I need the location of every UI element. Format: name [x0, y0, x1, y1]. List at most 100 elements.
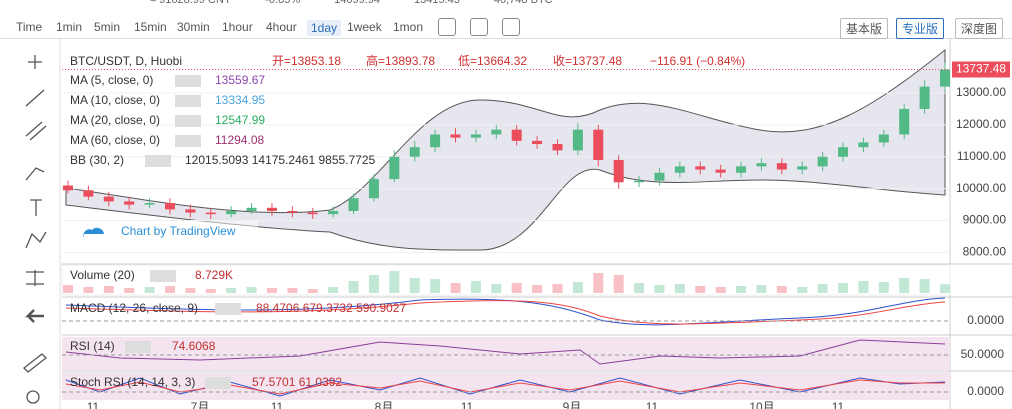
volume-bar [715, 287, 726, 293]
volume-bar [940, 284, 950, 293]
y-tick-label: 10000.00 [956, 181, 1006, 195]
candle-body [654, 172, 665, 181]
candle-body [736, 166, 747, 173]
interval[interactable]: 1week [347, 20, 382, 34]
pane-name: RSI (14) [70, 339, 115, 353]
candle-body [756, 163, 767, 167]
candle-body [776, 163, 787, 170]
candle-body [430, 134, 441, 148]
volume-bar [287, 288, 298, 293]
volume-bar [491, 284, 502, 293]
x-tick-label: 11 [271, 400, 284, 409]
volume-bar [695, 286, 706, 293]
candle-body [552, 144, 563, 151]
indicator-value: 12015.5093 14175.2461 9855.7725 [185, 153, 376, 167]
x-tick-label: 9月 [563, 400, 582, 409]
candle-body [103, 196, 114, 202]
candle-body [858, 142, 869, 148]
drawing-tools[interactable] [23, 55, 47, 404]
indicator-controls [175, 95, 201, 107]
tool-icon[interactable] [438, 18, 456, 36]
toolbar: Time 1min 5min 15min 30min 1hour 4hour 1day 1wee… [0, 16, 1012, 39]
indicator-value: 12547.99 [215, 113, 265, 127]
volume-bar [552, 284, 563, 293]
indicator-value: 11294.08 [215, 133, 264, 147]
symbol-legend: BTC/USDT, D, Huobi [70, 54, 182, 68]
mode-button[interactable]: 深度图 [955, 18, 1004, 39]
volume-bar [756, 285, 767, 293]
volume-bar [266, 288, 277, 293]
volume-bar [613, 275, 624, 293]
x-tick-label: 7月 [191, 400, 210, 409]
x-tick-label: 10月 [749, 400, 774, 409]
interval[interactable]: 1day [307, 20, 342, 36]
pane-name: Volume (20) [70, 268, 135, 282]
interval[interactable]: 1mon [393, 20, 424, 34]
chart: 8000.00 9000.00 10000.00 11000.00 12000.00 13… [23, 38, 1012, 409]
volume-bar [674, 284, 685, 293]
candle-body [226, 210, 237, 215]
candle-body [511, 129, 522, 141]
candle-body [124, 201, 135, 205]
candle-body [532, 140, 543, 145]
indicator-controls [175, 115, 201, 127]
mode-button[interactable]: 基本版 [840, 18, 889, 39]
volume-bar [103, 286, 114, 293]
interval[interactable]: 4hour [266, 20, 297, 34]
mode-button[interactable]: 专业版 [896, 18, 945, 39]
macd-line [65, 297, 946, 326]
volume-bar [858, 281, 869, 293]
interval[interactable]: 30min [177, 20, 210, 34]
ohlc-value: 高=13893.78 [366, 53, 435, 68]
tool-icon[interactable] [502, 18, 520, 36]
candle-body [348, 198, 359, 211]
indicator-name: MA (60, close, 0) [70, 133, 160, 147]
ohlc-value: 收=13737.48 [553, 54, 622, 68]
interval[interactable]: 5min [94, 20, 121, 34]
indicator-controls [175, 135, 201, 147]
volume-bar [817, 284, 828, 293]
interval[interactable]: 1min [56, 20, 83, 34]
x-tick-label: 8月 [375, 400, 394, 409]
y-tick-label: 9000.00 [963, 213, 1007, 227]
x-tick-label: 11 [646, 400, 659, 409]
candle-body [878, 134, 889, 143]
candle-body [63, 185, 73, 191]
indicator-controls [175, 75, 201, 87]
volume-bar [164, 286, 175, 293]
candle-body [368, 179, 379, 199]
indicator-controls [145, 155, 171, 167]
interval[interactable]: 15min [134, 20, 167, 34]
interval[interactable]: Time [16, 20, 43, 34]
pane-name: MACD (12, 26, close, 9) [70, 301, 198, 315]
candle-body [328, 210, 339, 215]
volume-bar [593, 273, 604, 293]
watermark-logo [83, 227, 104, 238]
ohlc-value: 低=13664.32 [458, 54, 527, 68]
ticker-value: -0.85% [265, 0, 301, 6]
pane-controls [215, 303, 241, 315]
candle-body [674, 166, 685, 173]
indicator-name: MA (20, close, 0) [70, 113, 160, 127]
candle-body [817, 156, 828, 167]
bollinger-band [65, 48, 946, 251]
volume-bar [838, 283, 849, 293]
y-tick-label: 12000.00 [956, 117, 1006, 131]
y-tick-label: 11000.00 [957, 149, 1006, 163]
pane-tick: 0.0000 [967, 313, 1004, 327]
candle-body [940, 69, 950, 87]
candle-body [838, 147, 849, 157]
volume-bar [328, 287, 339, 293]
candle-body [205, 212, 216, 215]
volume-bar [409, 278, 420, 293]
candle-body [389, 156, 400, 180]
volume-bar [348, 281, 359, 293]
y-tick-label: 13000.00 [956, 85, 1006, 99]
tool-icon[interactable] [470, 18, 488, 36]
indicator-value: 13559.67 [215, 73, 265, 87]
pane-value: 57.5701 61.0392 [252, 375, 342, 389]
x-tick-label: 11 [87, 400, 100, 409]
volume-bar [63, 285, 73, 293]
interval[interactable]: 1hour [222, 20, 253, 34]
candle-body [409, 147, 420, 157]
